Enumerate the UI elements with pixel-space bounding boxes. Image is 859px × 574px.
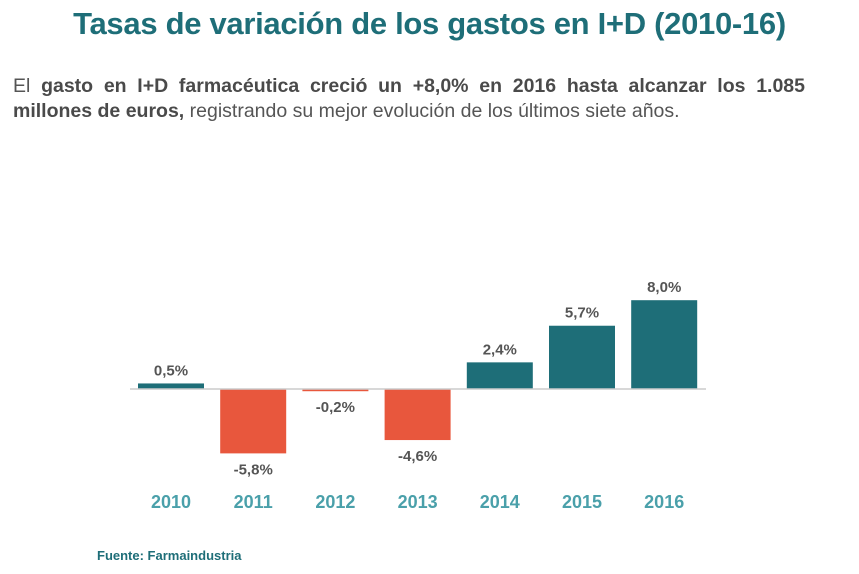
bar-2013	[384, 389, 451, 441]
data-label-2010: 0,5%	[154, 362, 188, 379]
data-label-2016: 8,0%	[647, 279, 681, 296]
x-tick-label-2015: 2015	[562, 492, 602, 512]
x-tick-label-2014: 2014	[480, 492, 520, 512]
bar-2016	[631, 300, 698, 389]
data-label-2014: 2,4%	[483, 341, 517, 358]
data-label-2013: -4,6%	[398, 448, 437, 465]
bar-2010	[138, 383, 204, 389]
x-tick-label-2012: 2012	[315, 492, 355, 512]
bars-group	[138, 300, 698, 454]
subtitle-rest: registrando su mejor evolución de los úl…	[189, 100, 680, 122]
bar-2015	[549, 325, 615, 389]
data-labels-group: 0,5% -5,8% -0,2% -4,6% 2,4% 5,7% 8,0%	[154, 279, 681, 478]
subtitle-lead: El	[13, 75, 31, 97]
source-note: Fuente: Farmaindustria	[97, 548, 242, 563]
x-tick-labels-group: 2010 2011 2012 2013 2014 2015 2016	[151, 492, 684, 512]
data-label-2012: -0,2%	[316, 399, 355, 416]
subtitle-bold: gasto en I+D farmacéutica creció un +8,0…	[13, 75, 805, 122]
bar-2011	[220, 389, 287, 454]
data-label-2011: -5,8%	[234, 461, 273, 478]
x-tick-label-2010: 2010	[151, 492, 191, 512]
chart-subtitle: El gasto en I+D farmacéutica creció un +…	[13, 74, 805, 124]
data-label-2015: 5,7%	[565, 305, 599, 322]
x-tick-label-2011: 2011	[234, 492, 273, 512]
bar-2014	[466, 362, 533, 389]
chart-title: Tasas de variación de los gastos en I+D …	[73, 6, 786, 41]
x-tick-label-2013: 2013	[398, 492, 438, 512]
x-tick-label-2016: 2016	[644, 492, 684, 512]
bar-2012	[302, 389, 369, 392]
